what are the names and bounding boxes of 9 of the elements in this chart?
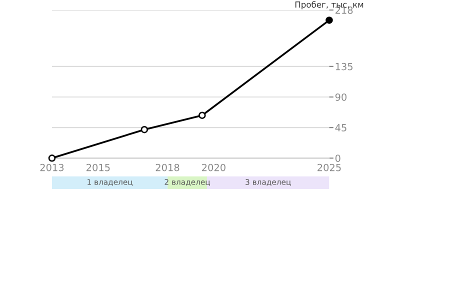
y-tick-label: 90 bbox=[335, 93, 347, 101]
y-tick-label: 0 bbox=[335, 154, 340, 162]
y-tick-label: 45 bbox=[335, 124, 346, 132]
y-tick-label: 135 bbox=[336, 62, 352, 70]
x-tick-label: 2018 bbox=[156, 164, 180, 172]
x-tick-label: 2020 bbox=[202, 164, 226, 172]
x-tick-label: 2025 bbox=[318, 164, 341, 172]
x-tick-label: 2013 bbox=[40, 164, 64, 172]
x-tick-label: 2015 bbox=[86, 164, 110, 172]
